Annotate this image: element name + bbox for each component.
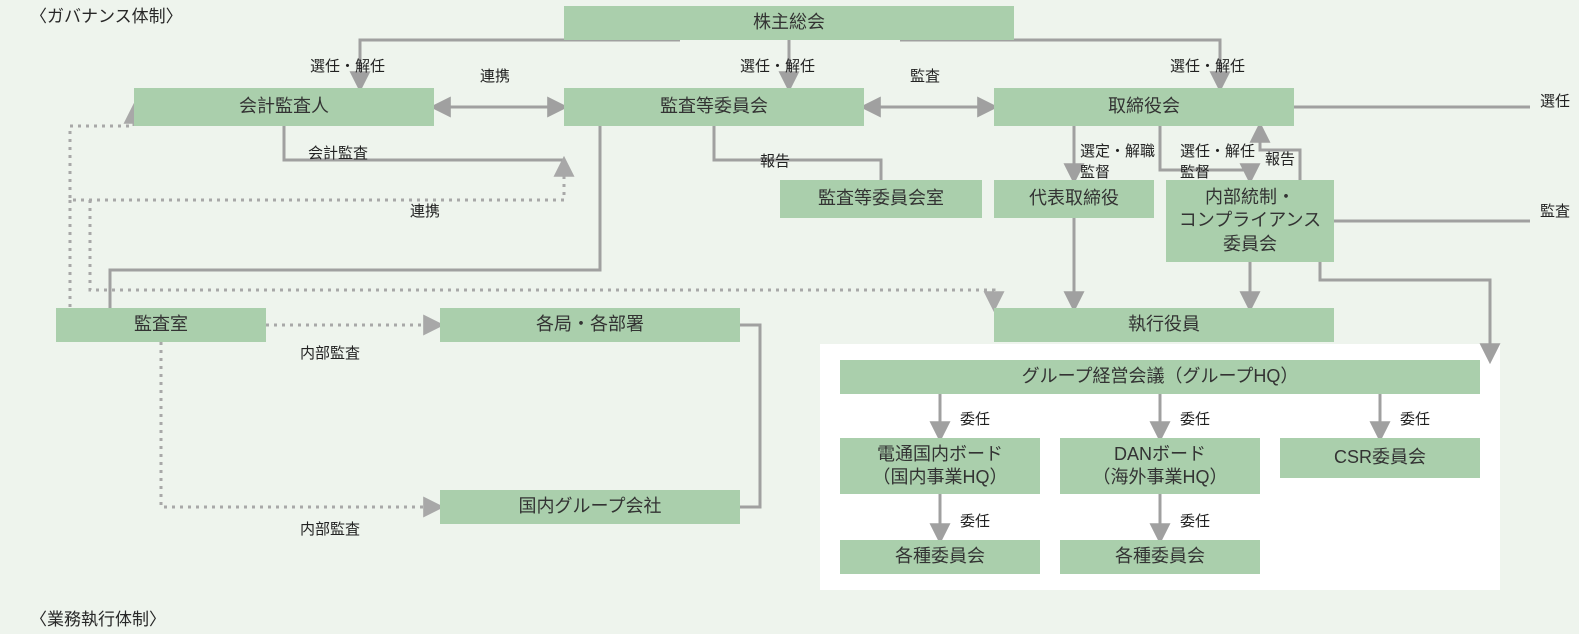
- edge-label: 委任: [960, 408, 990, 429]
- node-csr: CSR委員会: [1280, 438, 1480, 478]
- node-label: CSR委員会: [1334, 446, 1426, 469]
- node-shareholders: 株主総会: [564, 6, 1014, 40]
- node-label: 代表取締役: [1029, 187, 1119, 210]
- node-domestic-group: 国内グループ会社: [440, 490, 740, 524]
- node-rep-director: 代表取締役: [994, 180, 1154, 218]
- node-label: 各種委員会: [1115, 545, 1205, 568]
- node-label: 株主総会: [753, 11, 825, 34]
- node-audit-committee: 監査等委員会: [564, 88, 864, 126]
- node-label: 監査等委員会室: [818, 187, 944, 210]
- node-label: グループ経営会議（グループHQ）: [1022, 365, 1299, 388]
- edge-label: 選任・解任 監督: [1180, 140, 1255, 182]
- edge-label: 選任・解任: [1170, 55, 1245, 76]
- node-label: 会計監査人: [239, 95, 329, 118]
- node-auditor: 会計監査人: [134, 88, 434, 126]
- edge-label: 選任・解任: [740, 55, 815, 76]
- node-divisions: 各局・各部署: [440, 308, 740, 342]
- node-label: 電通国内ボード （国内事業HQ）: [873, 443, 1008, 490]
- edge-label: 内部監査: [300, 342, 360, 363]
- node-label: DANボード （海外事業HQ）: [1093, 443, 1228, 490]
- edge-label: 監査: [1540, 200, 1570, 221]
- node-label: 監査等委員会: [660, 95, 768, 118]
- node-exec-officers: 執行役員: [994, 308, 1334, 342]
- edge-label: 選定・解職 監督: [1080, 140, 1155, 182]
- edge-auditc-down-audit-office: [714, 126, 881, 180]
- node-audit-room: 監査室: [56, 308, 266, 342]
- node-board: 取締役会: [994, 88, 1294, 126]
- node-dentsu-board: 電通国内ボード （国内事業HQ）: [840, 438, 1040, 494]
- node-label: 執行役員: [1128, 313, 1200, 336]
- node-label: 各種委員会: [895, 545, 985, 568]
- node-label: 国内グループ会社: [519, 495, 662, 518]
- edge-label: 内部監査: [300, 518, 360, 539]
- edge-label: 会計監査: [308, 142, 368, 163]
- node-ic-committee: 内部統制・ コンプライアンス 委員会: [1166, 180, 1334, 262]
- edge-divisions-down: [740, 325, 760, 507]
- node-audit-office: 監査等委員会室: [780, 180, 982, 218]
- edge-label: 報告: [760, 150, 790, 171]
- org-chart-canvas: 〈ガバナンス体制〉 〈業務執行体制〉 株主総会 会計監査人 監査等委員会 取締役…: [0, 0, 1579, 634]
- node-label: 取締役会: [1108, 95, 1180, 118]
- edge-label: 連携: [410, 200, 440, 221]
- node-group-mgmt: グループ経営会議（グループHQ）: [840, 360, 1480, 394]
- section-execution: 〈業務執行体制〉: [30, 605, 166, 630]
- edge-label: 監査: [910, 65, 940, 86]
- edge-label: 委任: [1180, 510, 1210, 531]
- node-label: 各局・各部署: [536, 313, 644, 336]
- node-committees1: 各種委員会: [840, 540, 1040, 574]
- node-label: 内部統制・ コンプライアンス 委員会: [1179, 186, 1321, 256]
- edge-label: 報告: [1265, 148, 1295, 169]
- edge-sh-auditor: [360, 40, 680, 88]
- edge-label: 委任: [1180, 408, 1210, 429]
- node-committees2: 各種委員会: [1060, 540, 1260, 574]
- node-label: 監査室: [134, 313, 188, 336]
- edge-label: 連携: [480, 65, 510, 86]
- edge-label: 委任: [1400, 408, 1430, 429]
- edge-label: 委任: [960, 510, 990, 531]
- section-governance: 〈ガバナンス体制〉: [30, 2, 183, 27]
- node-dan-board: DANボード （海外事業HQ）: [1060, 438, 1260, 494]
- edge-label: 選任: [1540, 90, 1570, 111]
- edge-label: 選任・解任: [310, 55, 385, 76]
- edge-room-domestic: [161, 342, 440, 507]
